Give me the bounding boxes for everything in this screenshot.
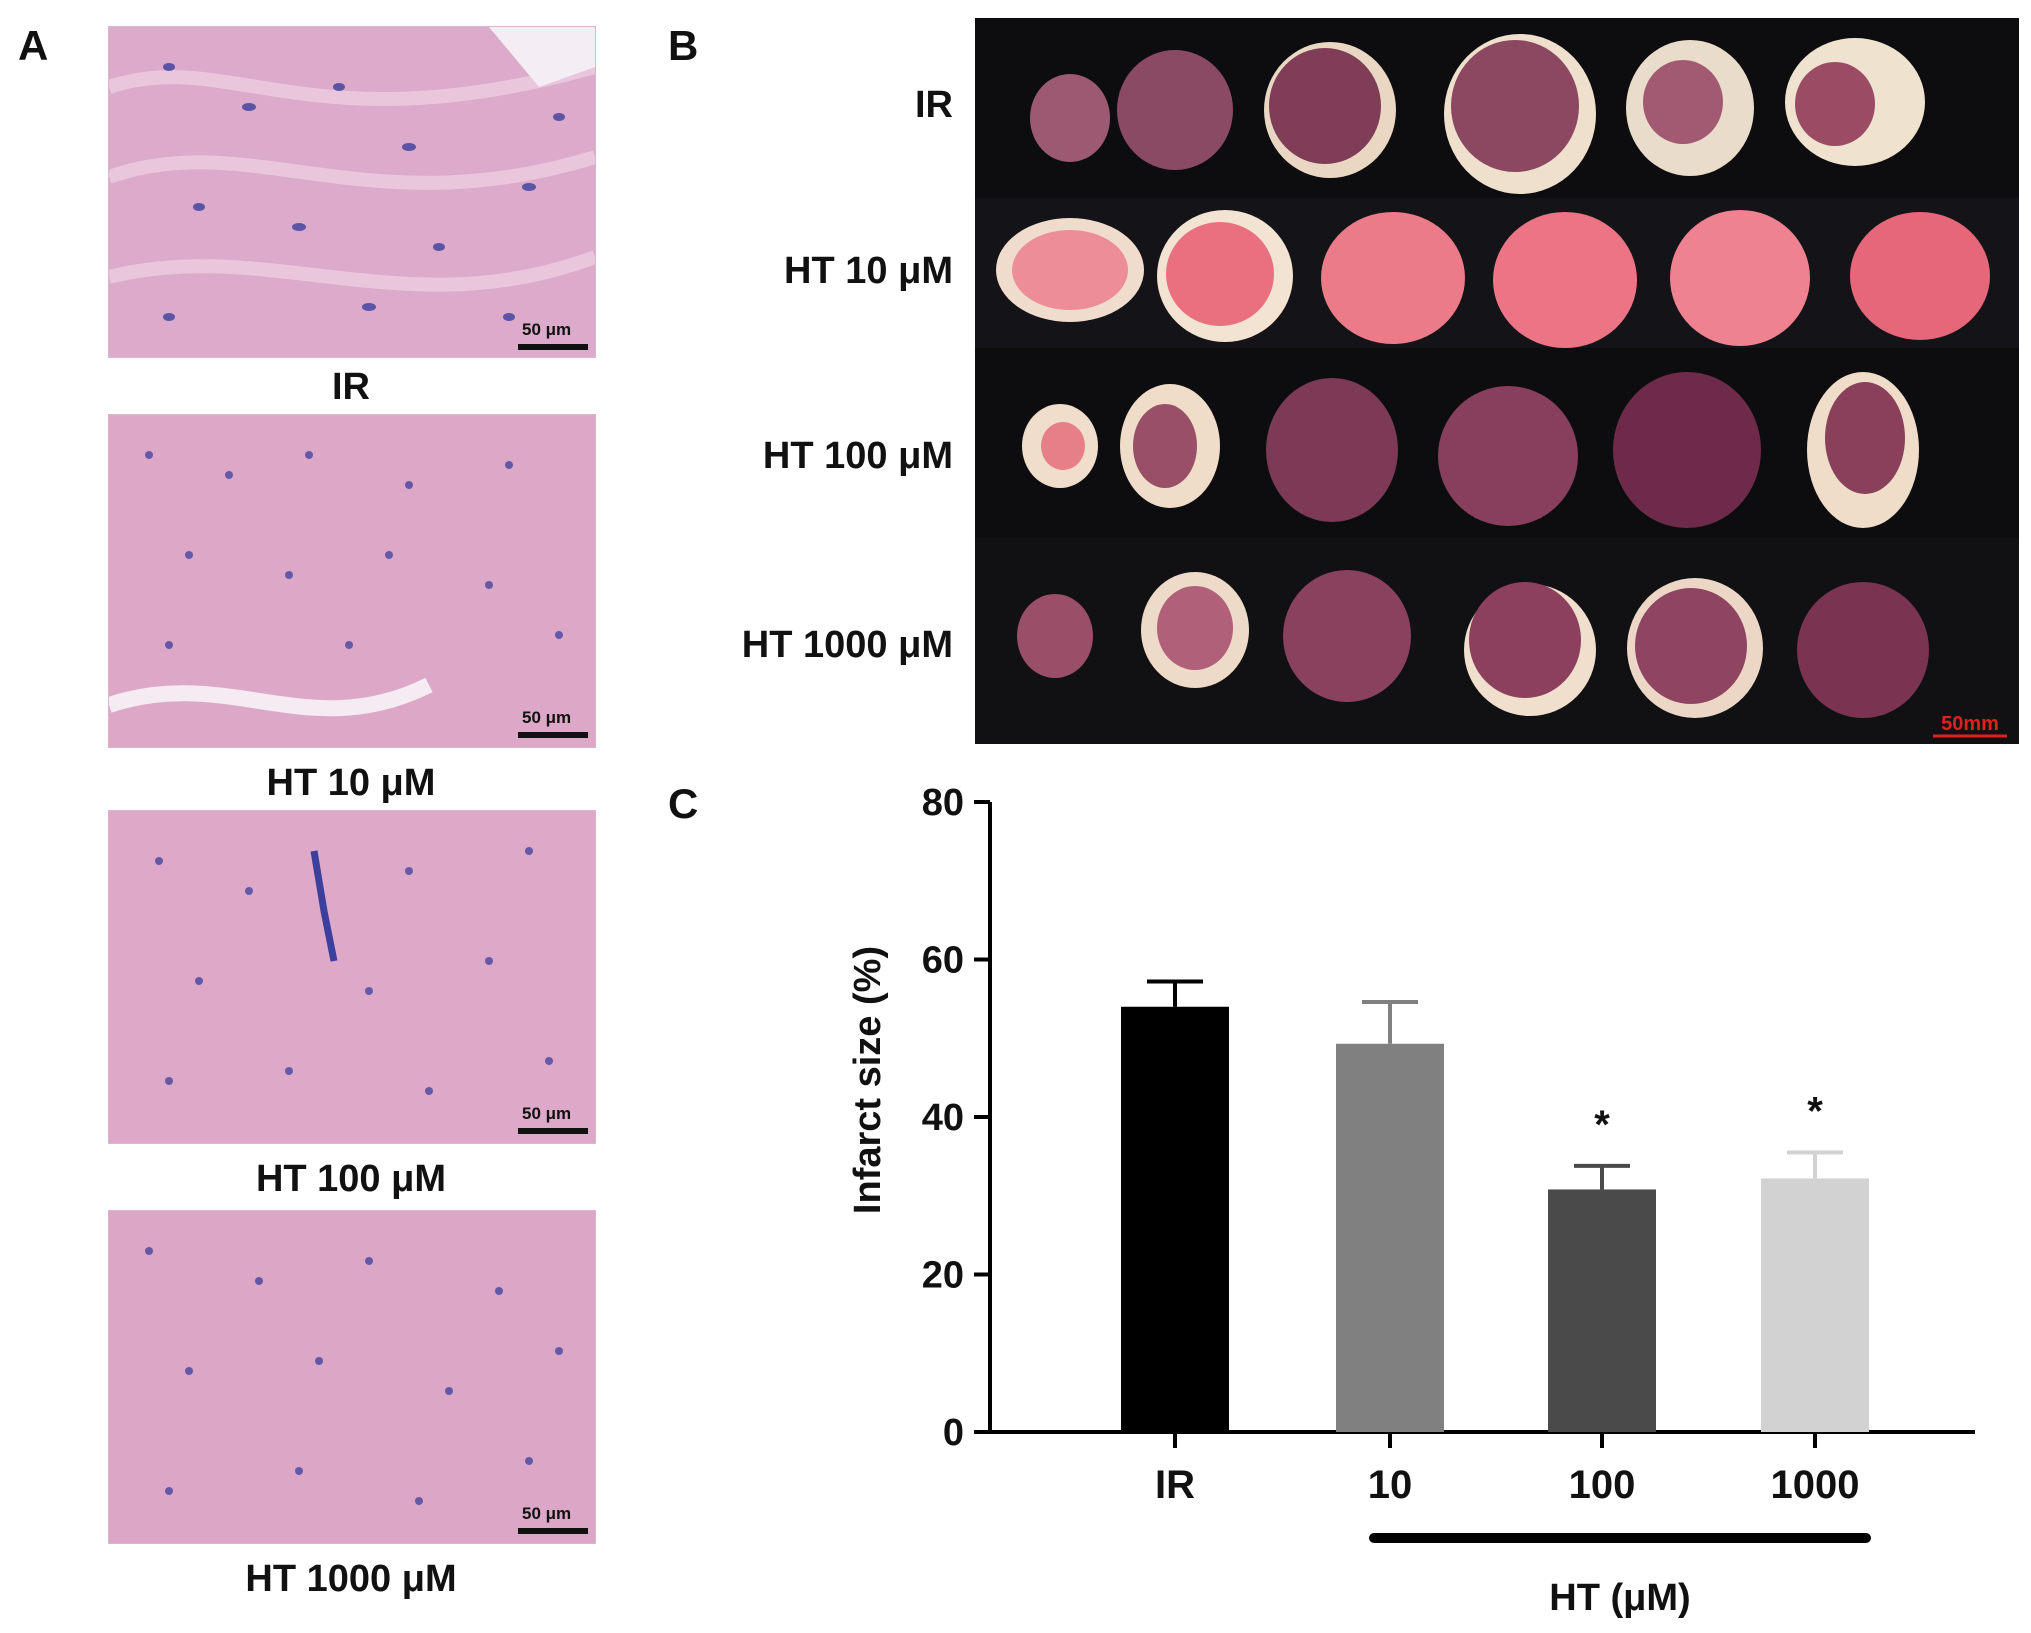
panel-b-letter: B <box>668 22 699 69</box>
y-tick-label: 20 <box>922 1255 964 1297</box>
photo-scale-text: 50mm <box>1941 713 1999 735</box>
x-tick-label: IR <box>1155 1463 1195 1507</box>
scale-bar-ht1000 <box>518 1528 588 1534</box>
scale-text-ht10: 50 μm <box>522 708 572 727</box>
x-axis-group-label: HT (μM) <box>1549 1577 1690 1619</box>
significance-marker: * <box>1594 1103 1610 1147</box>
panel-c-letter: C <box>668 780 699 827</box>
histology-image-ir <box>108 26 596 358</box>
x-tick-label: 10 <box>1368 1463 1413 1507</box>
histology-caption-ht100: HT 100 μM <box>255 1158 447 1200</box>
tissue-row-label-ht100: HT 100 μM <box>762 435 953 477</box>
y-axis-label: Infarct size (%) <box>847 946 889 1214</box>
significance-marker: * <box>1807 1089 1823 1133</box>
scale-bar-ht10 <box>518 732 588 738</box>
histology-image-ht1000 <box>108 1210 596 1544</box>
histology-caption-ir: IR <box>332 366 370 408</box>
y-tick-label: 0 <box>943 1412 964 1454</box>
bar-IR <box>1121 1006 1229 1432</box>
bar-1000 <box>1761 1178 1869 1432</box>
histology-caption-ht1000: HT 1000 μM <box>245 1558 457 1600</box>
scale-text-ht100: 50 μm <box>522 1104 572 1123</box>
histology-image-ht100 <box>108 810 596 1144</box>
x-tick-label: 100 <box>1569 1463 1636 1507</box>
histology-caption-ht10: HT 10 μM <box>266 762 436 804</box>
histology-image-ht10 <box>108 414 596 748</box>
y-tick-label: 40 <box>922 1097 964 1139</box>
scale-bar-ir <box>518 344 588 350</box>
x-tick-label: 1000 <box>1771 1463 1860 1507</box>
scale-text-ir: 50 μm <box>522 320 572 339</box>
tissue-row-label-ir: IR <box>915 84 953 126</box>
panel-a-letter: A <box>18 22 49 69</box>
tissue-row-label-ht1000: HT 1000 μM <box>741 624 953 666</box>
heart-slices-photo: 50mm <box>975 18 2019 744</box>
y-tick-label: 80 <box>922 782 964 824</box>
bar-10 <box>1336 1043 1444 1432</box>
scale-text-ht1000: 50 μm <box>522 1504 572 1523</box>
tissue-row-label-ht10: HT 10 μM <box>784 250 953 292</box>
scale-bar-ht100 <box>518 1128 588 1134</box>
bar-100 <box>1548 1189 1656 1432</box>
photo-scale-indicator: 50mm <box>1933 713 2007 738</box>
y-tick-label: 60 <box>922 940 964 982</box>
